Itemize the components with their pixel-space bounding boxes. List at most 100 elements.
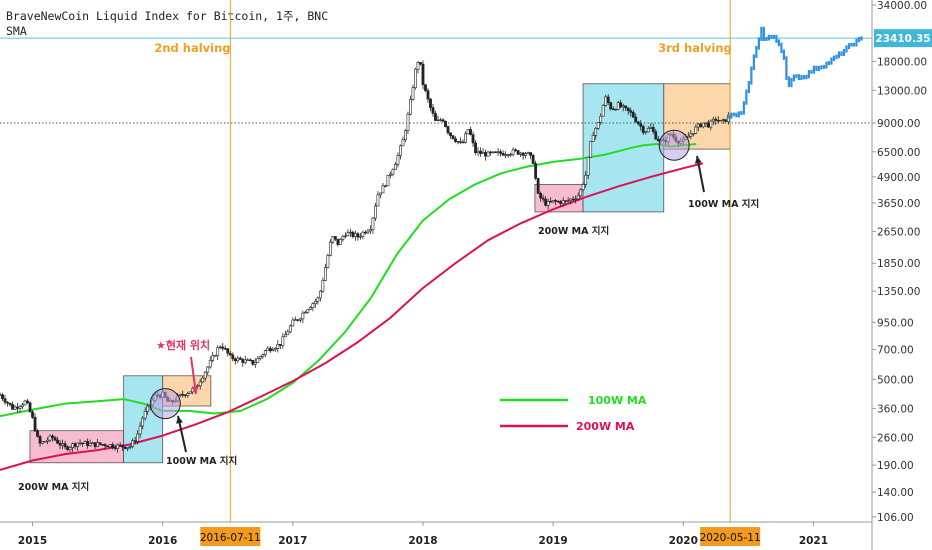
- price-candle: [73, 443, 77, 447]
- price-candle: [601, 105, 605, 117]
- price-candle: [401, 139, 405, 147]
- price-candle: [131, 440, 135, 447]
- price-candle: [78, 442, 82, 445]
- y-tick-label: 34000.00: [877, 0, 927, 12]
- x-tick-label: 2015: [18, 535, 47, 547]
- price-candle: [574, 198, 578, 200]
- price-candle: [544, 198, 548, 206]
- price-candle: [181, 394, 185, 396]
- price-candle: [143, 411, 147, 419]
- price-candle: [389, 173, 392, 176]
- price-candle: [111, 444, 115, 448]
- annotation-arrow-100w-2016-head: [176, 416, 183, 424]
- y-tick-label: 18000.00: [877, 56, 927, 68]
- price-candle: [584, 174, 588, 185]
- price-candle: [281, 336, 285, 346]
- annotation-arrow-100w-2019-head: [694, 156, 702, 164]
- price-candle: [466, 129, 470, 135]
- price-candle: [33, 417, 37, 432]
- legend-200w-label: 200W MA: [576, 420, 635, 433]
- ma-100w-line: [0, 143, 697, 418]
- price-candle: [0, 394, 2, 396]
- price-candle: [86, 441, 90, 447]
- price-candle: [439, 119, 442, 121]
- price-candle: [549, 201, 553, 203]
- halving-date-label: 2016-07-11: [200, 532, 261, 544]
- price-candle: [138, 425, 142, 435]
- price-candle: [61, 443, 64, 446]
- halving-label: 2nd halving: [154, 41, 230, 55]
- price-candle: [656, 138, 660, 142]
- price-candle: [236, 357, 240, 362]
- price-candle: [431, 107, 435, 114]
- price-candle: [293, 319, 297, 321]
- price-candle: [98, 442, 102, 445]
- y-tick-label: 6500.00: [877, 147, 920, 159]
- price-candle: [391, 169, 395, 175]
- price-candle: [301, 312, 305, 320]
- price-candle: [203, 371, 207, 379]
- annotation-100w-support-2019: 100W MA 지지: [688, 198, 759, 210]
- price-candle: [101, 444, 105, 446]
- price-candle: [721, 119, 725, 121]
- price-candle: [328, 241, 332, 256]
- price-candle: [699, 123, 703, 128]
- price-candle: [609, 102, 613, 110]
- current-price-label: 23410.35: [875, 33, 930, 45]
- annotations-layer: 200W MA 지지 100W MA 지지 ★현재 위치 200W MA 지지 100W…: [18, 129, 759, 493]
- price-candle: [233, 358, 237, 362]
- price-candle: [36, 430, 39, 437]
- price-candle: [624, 105, 628, 109]
- price-candle: [296, 319, 300, 321]
- price-candle: [63, 443, 67, 448]
- price-candle: [654, 131, 658, 140]
- price-candle: [266, 347, 270, 351]
- price-candle: [409, 99, 412, 115]
- price-candle: [494, 151, 497, 153]
- price-candle: [614, 108, 618, 111]
- price-candle: [323, 267, 327, 281]
- price-candle: [694, 126, 698, 134]
- x-tick-label: 2021: [799, 535, 828, 547]
- price-candle: [589, 141, 593, 158]
- price-candle: [489, 151, 492, 154]
- price-candle: [419, 62, 422, 65]
- annotation-current-position: ★현재 위치: [156, 338, 210, 352]
- y-tick-label: 2650.00: [877, 226, 920, 238]
- price-candle: [451, 135, 455, 140]
- price-candle: [366, 230, 370, 234]
- price-candle: [331, 236, 335, 243]
- price-candle: [256, 357, 260, 363]
- annotation-100w-support-2016: 100W MA 지지: [166, 455, 237, 467]
- price-candle: [369, 229, 372, 232]
- price-candle: [113, 447, 117, 449]
- price-candle: [441, 119, 445, 122]
- price-candle: [361, 231, 365, 237]
- price-candle: [251, 359, 255, 365]
- price-candle: [41, 441, 44, 444]
- price-candle: [481, 152, 485, 154]
- price-candle: [206, 366, 210, 373]
- price-candle: [379, 192, 382, 196]
- price-candle: [689, 133, 693, 137]
- price-candle: [271, 349, 275, 352]
- price-candle: [371, 217, 375, 230]
- price-candle: [399, 145, 402, 156]
- price-candle: [246, 359, 250, 361]
- price-candle: [456, 141, 460, 143]
- y-tick-label: 500.00: [877, 374, 914, 386]
- price-candle: [286, 331, 290, 336]
- price-candle: [496, 151, 500, 153]
- price-candle: [719, 119, 723, 122]
- price-candle: [436, 119, 440, 122]
- price-candle: [461, 141, 465, 144]
- price-candle: [103, 444, 107, 447]
- price-candle: [308, 307, 312, 310]
- y-tick-label: 700.00: [877, 344, 914, 356]
- price-candle: [133, 440, 137, 442]
- y-tick-label: 9000.00: [877, 118, 920, 130]
- price-candle: [351, 231, 355, 237]
- y-tick-label: 260.00: [877, 432, 914, 444]
